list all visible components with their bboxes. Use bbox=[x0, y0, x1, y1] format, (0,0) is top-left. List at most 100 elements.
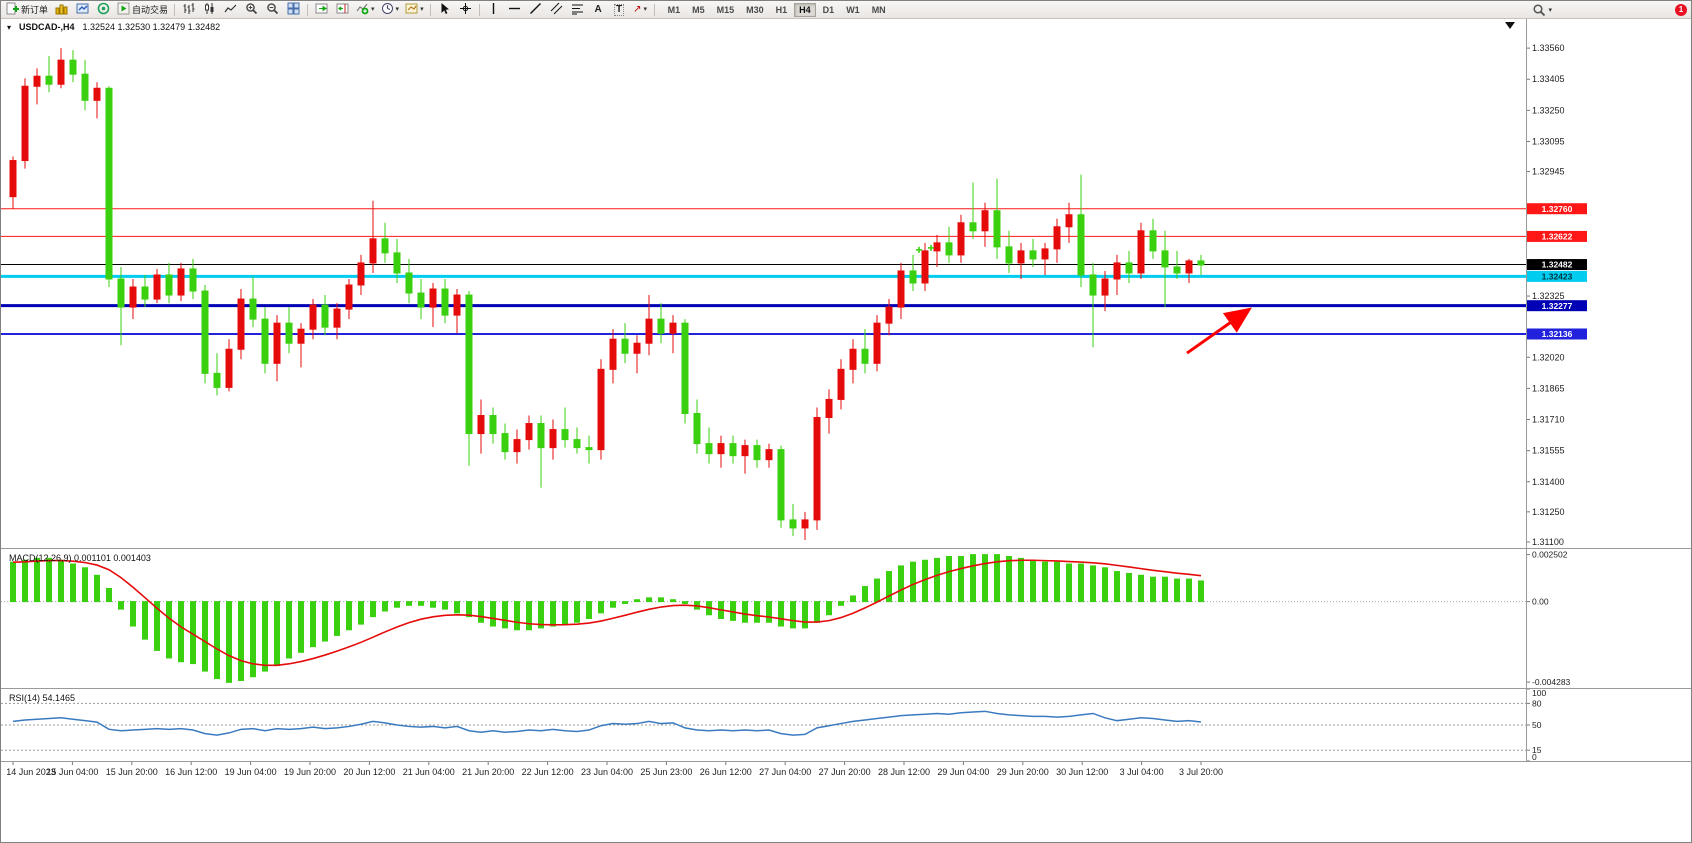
timeframe-button-w1[interactable]: W1 bbox=[846, 4, 860, 15]
timeframe-button-h4[interactable]: H4 bbox=[794, 2, 816, 17]
time-axis-label: 19 Jun 04:00 bbox=[225, 767, 277, 777]
time-axis-label: 23 Jun 04:00 bbox=[581, 767, 633, 777]
market-watch-button[interactable] bbox=[72, 1, 93, 18]
price-badge bbox=[1527, 230, 1587, 242]
toolbar-separator bbox=[478, 3, 480, 16]
time-axis-label: 16 Jun 12:00 bbox=[165, 767, 217, 777]
tile-windows-button[interactable] bbox=[283, 1, 304, 18]
chart-canvas[interactable]: 1.32760 1.32622 1.32482 1.32423 1.32277 1.321… bbox=[1, 18, 1692, 843]
search-icon bbox=[1532, 3, 1546, 19]
autotrading-button[interactable]: 自动交易 bbox=[114, 1, 171, 18]
trendline-tool-button[interactable] bbox=[525, 1, 546, 18]
candlestick-icon bbox=[203, 2, 216, 17]
candles bbox=[9, 48, 1205, 540]
timeframe-button-m1[interactable]: M1 bbox=[667, 4, 681, 15]
price-tick-label: 1.32325 bbox=[1532, 291, 1565, 301]
time-axis-label: 15 Jun 20:00 bbox=[106, 767, 158, 777]
price-tick-label: 1.33560 bbox=[1532, 43, 1565, 53]
ohlc-bars-icon bbox=[182, 2, 195, 17]
price-tick-label: 1.31865 bbox=[1532, 383, 1565, 393]
bar-chart-mode-button[interactable] bbox=[178, 1, 199, 18]
vertical-line-tool-button[interactable] bbox=[483, 1, 504, 18]
price-tick-label: 1.31710 bbox=[1532, 415, 1565, 425]
price-badge bbox=[1527, 300, 1587, 312]
price-badge bbox=[1527, 270, 1587, 282]
text-tool-icon: A bbox=[594, 4, 602, 15]
red-arrow[interactable] bbox=[1186, 307, 1252, 355]
dropdown-caret-icon: ▾ bbox=[371, 6, 375, 13]
label-tool-button[interactable]: T bbox=[609, 1, 630, 18]
macd-axis-label: -0.004283 bbox=[1532, 677, 1571, 687]
time-axis-label: 28 Jun 12:00 bbox=[878, 767, 930, 777]
chart-shift-button[interactable] bbox=[332, 1, 353, 18]
macd-pane: 0.002502 0.00 -0.004283 bbox=[1, 550, 1571, 687]
rsi-axis-label: 80 bbox=[1532, 698, 1542, 708]
macd-signal-line bbox=[12, 559, 1202, 667]
auto-scroll-button[interactable] bbox=[311, 1, 332, 18]
label-tool-icon: T bbox=[614, 3, 625, 16]
timeframe-button-m30[interactable]: M30 bbox=[746, 4, 764, 15]
price-tick-label: 1.33250 bbox=[1532, 105, 1565, 115]
time-axis-label: 21 Jun 04:00 bbox=[403, 767, 455, 777]
one-click-trading-toggle[interactable]: ▾ bbox=[7, 23, 11, 32]
toolbar: 新订单 自动交易 bbox=[1, 1, 1691, 19]
price-tick-label: 1.32945 bbox=[1532, 167, 1565, 177]
timeframe-button-mn[interactable]: MN bbox=[871, 4, 886, 15]
macd-title: MACD(12,26,9) 0.001101 0.001403 bbox=[9, 553, 151, 563]
dropdown-caret-icon: ▾ bbox=[395, 6, 400, 13]
line-chart-mode-button[interactable] bbox=[220, 1, 241, 18]
templates-button[interactable]: ▾ bbox=[402, 1, 427, 18]
time-axis-label: 15 Jun 04:00 bbox=[46, 767, 98, 777]
time-axis-label: 22 Jun 12:00 bbox=[522, 767, 574, 777]
dropdown-caret-icon: ▾ bbox=[643, 6, 648, 13]
toolbar-separator bbox=[174, 3, 176, 16]
chart-window: 1.32760 1.32622 1.32482 1.32423 1.32277 1.321… bbox=[1, 18, 1692, 843]
time-axis-label: 20 Jun 12:00 bbox=[343, 767, 395, 777]
chart-shift-marker[interactable] bbox=[1505, 22, 1515, 29]
new-order-button[interactable]: 新订单 bbox=[3, 1, 51, 18]
horizontal-line-icon bbox=[508, 2, 521, 17]
autotrading-label: 自动交易 bbox=[132, 5, 169, 15]
zoom-in-button[interactable] bbox=[241, 1, 262, 18]
data-window-button[interactable] bbox=[93, 1, 114, 18]
rsi-title: RSI(14) 54.1465 bbox=[9, 693, 75, 703]
price-badge-label: 1.32423 bbox=[1542, 272, 1573, 282]
time-axis-label: 29 Jun 04:00 bbox=[937, 767, 989, 777]
arrows-tool-icon: ↗ bbox=[633, 4, 642, 15]
cursor-tool-button[interactable] bbox=[434, 1, 455, 18]
timeframe-button-m5[interactable]: M5 bbox=[692, 4, 705, 15]
price-tick-label: 1.31250 bbox=[1532, 507, 1565, 517]
periods-button[interactable]: ▾ bbox=[378, 1, 403, 18]
candlestick-mode-button[interactable] bbox=[199, 1, 220, 18]
macd-axis-label: 0.00 bbox=[1532, 597, 1549, 607]
indicators-button[interactable]: ▾ bbox=[353, 1, 378, 18]
search-button[interactable]: ▾ bbox=[1529, 2, 1555, 19]
horizontal-line-tool-button[interactable] bbox=[504, 1, 525, 18]
cursor-icon bbox=[438, 2, 451, 17]
market-watch-icon bbox=[76, 2, 89, 17]
channel-tool-button[interactable] bbox=[546, 1, 567, 18]
trendline-icon bbox=[529, 2, 542, 17]
crosshair-tool-button[interactable] bbox=[455, 1, 476, 18]
arrows-tool-button[interactable]: ↗ ▾ bbox=[630, 1, 651, 18]
timeframe-toolbar: M1 M5 M15 M30 H1 H4 D1 W1 MN bbox=[662, 2, 892, 17]
price-tick-label: 1.31100 bbox=[1532, 537, 1564, 547]
rsi-axis-label: 100 bbox=[1532, 688, 1546, 698]
timeframe-button-m15[interactable]: M15 bbox=[716, 4, 735, 15]
fibonacci-tool-button[interactable] bbox=[567, 1, 588, 18]
chart-background bbox=[1, 18, 1691, 842]
gold-bars-icon bbox=[55, 2, 68, 17]
notification-badge[interactable]: 1 bbox=[1675, 3, 1687, 16]
timeframe-button-d1[interactable]: D1 bbox=[822, 4, 835, 15]
time-axis-label: 29 Jun 20:00 bbox=[997, 767, 1049, 777]
zoom-out-button[interactable] bbox=[262, 1, 283, 18]
chart-shift-icon bbox=[336, 2, 349, 17]
charts-button[interactable] bbox=[51, 1, 72, 18]
text-tool-button[interactable]: A bbox=[588, 1, 609, 18]
new-order-label: 新订单 bbox=[21, 5, 49, 15]
fibonacci-icon bbox=[571, 2, 584, 17]
arrow-object[interactable] bbox=[1186, 307, 1252, 355]
templates-icon bbox=[405, 2, 418, 17]
timeframe-button-h1[interactable]: H1 bbox=[775, 4, 788, 15]
